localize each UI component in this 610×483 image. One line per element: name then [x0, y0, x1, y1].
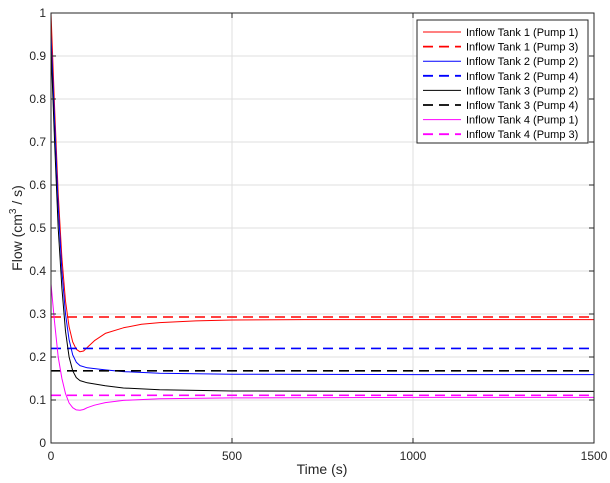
y-tick-label: 0.2	[29, 350, 46, 364]
y-tick-labels: 0 0.1 0.2 0.3 0.4 0.5 0.6 0.7 0.8 0.9 1	[29, 6, 46, 450]
y-axis-label-main: Flow (cm	[9, 214, 25, 271]
y-tick-label: 0	[39, 436, 46, 450]
legend-label: Inflow Tank 3 (Pump 4)	[466, 100, 578, 112]
y-tick-label: 0.7	[29, 135, 46, 149]
legend-label: Inflow Tank 1 (Pump 1)	[466, 27, 578, 39]
x-tick-label: 1500	[581, 449, 608, 463]
series-line	[50, 283, 594, 411]
x-tick-label: 0	[48, 449, 55, 463]
legend-label: Inflow Tank 4 (Pump 1)	[466, 115, 578, 127]
legend-label: Inflow Tank 2 (Pump 4)	[466, 71, 578, 83]
legend-box	[416, 19, 589, 144]
series-line	[50, 34, 594, 376]
y-tick-label: 0.6	[29, 178, 46, 192]
y-tick-label: 0.1	[29, 393, 46, 407]
x-axis-label: Time (s)	[297, 461, 348, 477]
y-axis-label-tail: / s)	[9, 185, 25, 208]
legend: Inflow Tank 1 (Pump 1) Inflow Tank 1 (Pum…	[416, 19, 589, 144]
y-tick-label: 0.9	[29, 49, 46, 63]
series-line	[50, 12, 594, 353]
y-axis-label: Flow (cm3 / s)	[8, 185, 25, 271]
y-tick-label: 0.5	[29, 221, 46, 235]
legend-label: Inflow Tank 1 (Pump 3)	[466, 42, 578, 54]
legend-label: Inflow Tank 2 (Pump 2)	[466, 56, 578, 68]
legend-label: Inflow Tank 3 (Pump 2)	[466, 85, 578, 97]
axis-ticks	[50, 12, 595, 444]
y-axis-label-sup: 3	[8, 208, 19, 214]
y-tick-label: 1	[39, 6, 46, 20]
y-tick-label: 0.8	[29, 92, 46, 106]
x-tick-labels: 0 500 1000 1500	[48, 449, 608, 463]
y-tick-label: 0.4	[29, 264, 46, 278]
x-tick-label: 500	[222, 449, 242, 463]
y-tick-label: 0.3	[29, 307, 46, 321]
x-tick-label: 1000	[400, 449, 427, 463]
legend-label: Inflow Tank 4 (Pump 3)	[466, 129, 578, 141]
series-layer	[50, 12, 594, 411]
series-line	[50, 47, 594, 392]
